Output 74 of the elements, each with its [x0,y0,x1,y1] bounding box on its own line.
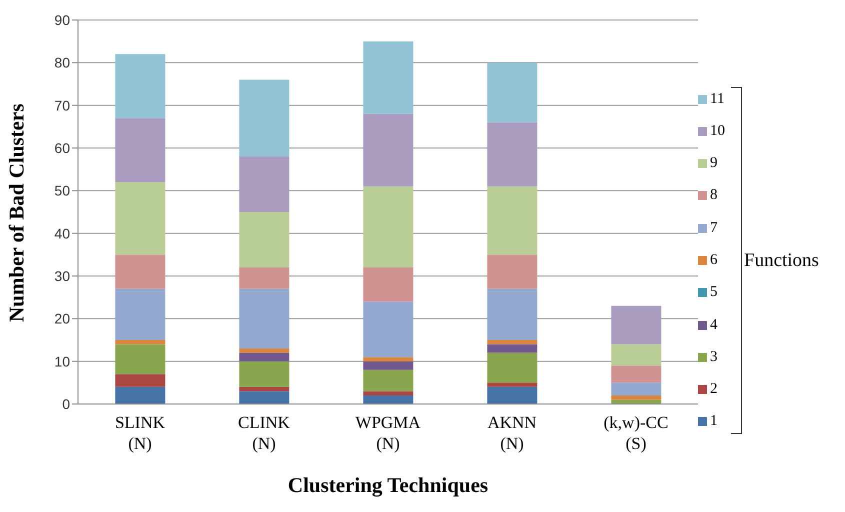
bar [487,352,538,383]
bar [363,357,414,362]
bar [239,156,290,212]
bar [363,267,414,302]
bar [239,391,290,404]
legend-label: 6 [710,252,718,269]
bar [239,212,290,268]
bar [363,114,414,186]
bar [611,400,662,404]
legend-label: 9 [710,155,718,172]
bar [611,366,662,383]
y-tick-label: 60 [54,140,70,156]
bar [363,361,414,370]
bar [115,118,166,182]
bar [239,361,290,387]
bar [363,370,414,392]
bar [363,41,414,114]
legend-label: 1 [710,413,718,430]
bar [239,288,290,349]
bar [487,62,538,122]
bar [611,382,662,396]
bar [115,254,166,289]
bar [487,386,538,404]
bar [239,267,290,289]
legend-label: 5 [710,284,718,302]
bar [363,395,414,404]
y-tick-label: 10 [54,353,70,370]
bar [611,395,662,400]
bar [239,352,290,362]
bar [363,391,414,396]
bar [239,348,290,353]
x-tick-label: WPGMA (N) [355,413,422,453]
bar [239,80,290,157]
legend-label: 4 [710,316,718,334]
legend-label: 2 [710,381,718,398]
y-tick-label: 50 [54,182,70,199]
bar [487,344,538,353]
y-tick-label: 20 [54,310,70,327]
x-tick-label: AKNN (N) [487,413,537,453]
bar [487,288,538,340]
bar [115,340,166,344]
bar [239,386,290,392]
bar [487,186,538,255]
legend-label: 7 [710,220,718,237]
y-axis-title: Number of Bad Clusters [4,104,28,322]
bar [611,344,662,366]
y-tick-label: 30 [54,268,70,284]
legend-label: 10 [710,122,725,140]
legend-title: Functions [744,250,819,272]
x-tick-label: (k,w)-CC (S) [604,413,668,453]
bar [115,374,166,387]
bar [611,306,662,344]
y-tick-label: 90 [54,12,70,28]
bar [487,382,538,387]
legend-label: 8 [710,187,718,204]
y-tick-label: 70 [54,97,70,114]
bar [363,186,414,268]
x-tick-label: CLINK (N) [238,413,291,453]
legend-label: 3 [710,348,718,366]
y-tick-label: 80 [54,54,70,71]
bar [115,182,166,255]
bar [115,54,166,118]
bar [115,288,166,340]
y-tick-label: 40 [54,225,70,242]
bar [487,340,538,344]
bar [487,254,538,289]
bar [115,344,166,374]
legend-label: 11 [710,90,724,108]
bar [487,122,538,186]
y-tick-label: 0 [62,396,70,412]
bar [115,386,166,404]
x-axis-title: Clustering Techniques [288,473,488,497]
x-tick-label: SLINK (N) [114,413,166,453]
bar [363,302,414,358]
